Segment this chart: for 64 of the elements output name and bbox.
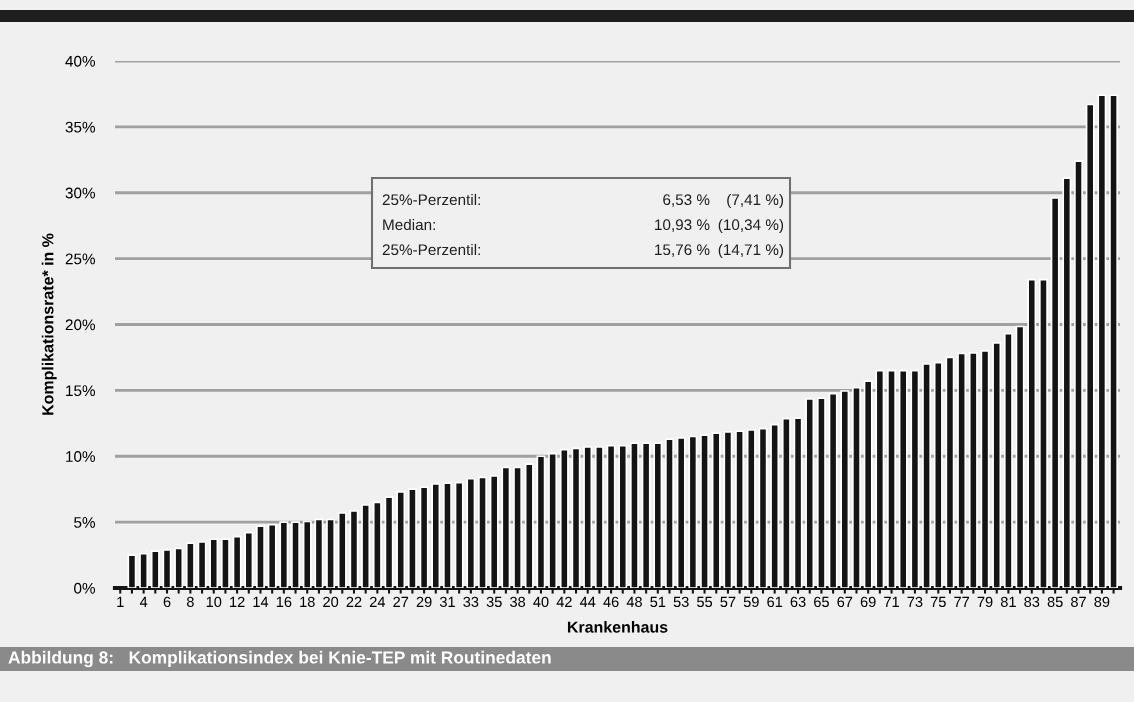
y-tick-label: 5% xyxy=(74,517,96,528)
x-tick-label: 18 xyxy=(300,596,315,608)
x-tick-label: 46 xyxy=(603,596,619,608)
x-tick-label: 87 xyxy=(1071,596,1086,608)
x-tick-label: 77 xyxy=(954,596,970,607)
x-tick-label: 38 xyxy=(510,596,526,608)
x-tick-label: 59 xyxy=(743,596,759,608)
x-tick-label: 27 xyxy=(393,596,409,607)
annotation: (7,41 %) xyxy=(727,193,784,209)
x-tick-label: 57 xyxy=(720,596,736,608)
y-tick-label: 10% xyxy=(66,451,96,462)
x-tick-label: 24 xyxy=(369,596,386,607)
x-tick-label: 89 xyxy=(1094,596,1110,608)
y-tick-label: 30% xyxy=(65,187,96,199)
annotation: 10,93 % xyxy=(655,219,710,232)
y-tick-label: 0% xyxy=(74,582,96,594)
x-tick-label: 10 xyxy=(206,596,222,608)
x-tick-label: 29 xyxy=(416,596,432,608)
annotation: 25%-Perzentil: xyxy=(382,243,480,256)
x-tick-label: 61 xyxy=(767,596,783,608)
y-tick-label: 35% xyxy=(65,121,96,133)
x-tick-label: 6 xyxy=(163,596,171,608)
y-axis-title: Komplikationsrate* in % xyxy=(41,233,57,415)
x-tick-label: 33 xyxy=(463,596,479,608)
x-tick-label: 53 xyxy=(673,596,689,608)
x-tick-label: 16 xyxy=(276,596,292,608)
x-tick-label: 73 xyxy=(907,596,923,608)
x-tick-label: 81 xyxy=(1000,596,1016,608)
x-tick-label: 71 xyxy=(884,596,899,607)
x-tick-label: 12 xyxy=(230,596,245,607)
x-tick-label: 48 xyxy=(626,596,642,608)
annotation: 15,76 % xyxy=(655,244,710,257)
x-tick-label: 35 xyxy=(486,596,502,608)
x-tick-label: 83 xyxy=(1024,596,1040,608)
x-tick-label: 40 xyxy=(533,596,549,608)
annotation: 25%-Perzentil: xyxy=(382,193,480,206)
x-tick-label: 4 xyxy=(139,596,148,607)
x-tick-label: 20 xyxy=(323,596,339,608)
x-tick-label: 79 xyxy=(977,596,993,608)
x-tick-label: 14 xyxy=(253,596,269,607)
y-tick-label: 40% xyxy=(65,55,96,67)
x-tick-label: 85 xyxy=(1047,596,1063,608)
x-tick-label: 44 xyxy=(579,596,596,607)
annotation: Median: xyxy=(383,218,435,231)
x-tick-label: 63 xyxy=(790,596,806,608)
y-tick-label: 15% xyxy=(66,385,96,397)
y-tick-label: 20% xyxy=(65,319,96,331)
x-tick-label: 42 xyxy=(556,596,572,607)
x-axis-title: Krankenhaus xyxy=(567,621,668,633)
x-tick-label: 67 xyxy=(837,596,853,608)
x-tick-label: 51 xyxy=(650,596,666,608)
y-tick-label: 25% xyxy=(65,253,96,265)
x-tick-label: 22 xyxy=(346,596,362,607)
annotation: (14,71 %) xyxy=(718,243,784,259)
x-tick-label: 55 xyxy=(697,596,713,608)
x-tick-label: 69 xyxy=(860,596,876,608)
text: Abbildung 8: Komplikationsindex bei Knie-TEP mit Routinedaten xyxy=(8,650,551,668)
x-tick-label: 31 xyxy=(439,596,455,608)
x-tick-label: 65 xyxy=(814,596,829,608)
x-tick-label: 75 xyxy=(930,596,946,608)
annotation: (10,34 %) xyxy=(718,218,784,234)
x-tick-label: 1 xyxy=(117,596,124,607)
annotation: 6,53 % xyxy=(663,194,710,207)
x-tick-label: 8 xyxy=(186,596,194,608)
